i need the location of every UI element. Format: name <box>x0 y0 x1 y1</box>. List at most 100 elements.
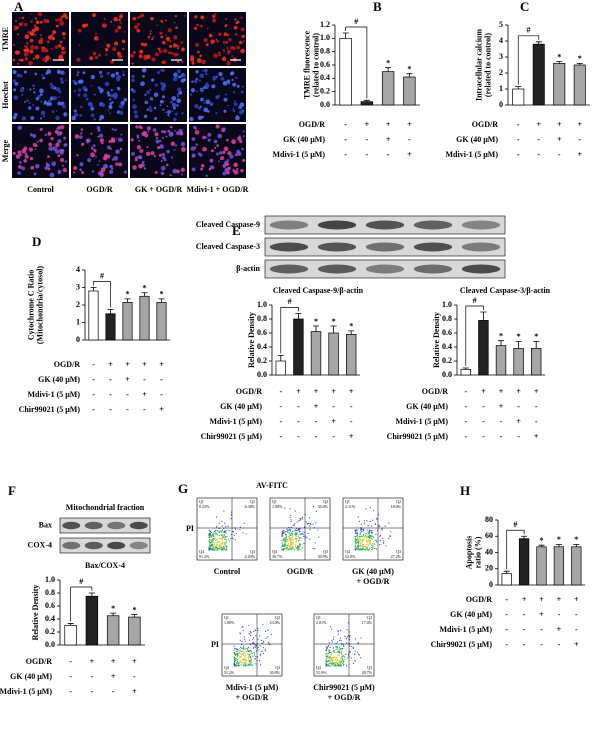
cell <box>195 42 200 47</box>
event <box>344 658 346 660</box>
cell <box>85 97 89 101</box>
cell <box>117 87 121 91</box>
cell <box>13 97 16 99</box>
event <box>262 652 265 654</box>
event <box>218 522 220 524</box>
event <box>293 523 296 525</box>
event <box>298 547 300 549</box>
cell <box>178 90 183 95</box>
cell <box>123 97 128 102</box>
event <box>369 541 371 543</box>
cell <box>34 148 37 150</box>
cell <box>32 104 35 106</box>
bar <box>512 88 525 106</box>
event <box>329 663 331 665</box>
error-bar <box>90 287 97 291</box>
cell <box>105 47 109 52</box>
y-tick-label: 0.6 <box>257 328 267 337</box>
panel-letter: E <box>232 223 241 238</box>
event <box>329 625 331 628</box>
event <box>212 532 215 534</box>
event <box>369 539 372 542</box>
cell <box>57 139 62 144</box>
cell <box>162 108 165 111</box>
bar <box>128 616 141 646</box>
cell <box>60 125 65 130</box>
event <box>296 521 298 523</box>
cell <box>13 25 16 28</box>
event <box>287 549 290 551</box>
cell <box>97 135 100 138</box>
event <box>245 662 247 664</box>
event <box>247 647 250 649</box>
condition-mark: + <box>407 120 412 129</box>
cell <box>201 69 204 72</box>
cell <box>132 16 137 21</box>
event <box>355 535 357 538</box>
event <box>289 534 291 536</box>
y-tick-label: 0.0 <box>45 640 55 649</box>
event <box>356 532 359 534</box>
cell <box>138 54 143 59</box>
cell <box>231 78 234 81</box>
cell <box>39 93 43 96</box>
significance-mark: * <box>126 290 130 299</box>
cell <box>74 112 79 118</box>
condition-label: OGD/R <box>299 120 325 129</box>
cell <box>226 47 229 49</box>
cell <box>28 106 32 110</box>
cell <box>166 149 170 154</box>
condition-mark: - <box>297 417 300 426</box>
cell <box>118 162 123 167</box>
event <box>297 545 299 547</box>
significance-mark: # <box>100 271 104 280</box>
cell <box>47 167 51 171</box>
condition-mark: - <box>92 360 95 369</box>
cell <box>80 132 83 135</box>
quadrant-name: Q1 <box>316 615 321 620</box>
cell <box>43 100 48 104</box>
cell <box>109 169 114 174</box>
event <box>259 654 261 656</box>
event <box>233 652 236 655</box>
cell <box>237 151 242 156</box>
event <box>370 536 372 538</box>
event <box>208 530 210 532</box>
error-bar <box>521 535 528 539</box>
plot-label: GK (40 μM) <box>352 567 394 576</box>
column-label: Control <box>27 185 54 194</box>
condition-mark: + <box>534 387 539 396</box>
event <box>236 661 239 663</box>
cell <box>123 170 127 174</box>
event <box>225 546 227 548</box>
event <box>365 540 368 542</box>
condition-mark: - <box>109 405 112 414</box>
event <box>363 528 365 530</box>
quadrant-value: 1.80% <box>224 620 235 625</box>
cell <box>107 93 111 97</box>
cell <box>77 71 80 74</box>
cell <box>35 20 40 25</box>
event <box>339 665 341 667</box>
event <box>363 548 365 551</box>
cell <box>140 126 143 130</box>
event <box>245 650 247 652</box>
event <box>299 529 301 531</box>
cell <box>145 151 151 156</box>
cell <box>193 79 198 84</box>
cell <box>241 85 245 88</box>
cell <box>110 73 116 78</box>
event <box>235 659 237 661</box>
blot-band <box>461 242 501 252</box>
condition-mark: - <box>143 405 146 414</box>
event <box>295 539 297 541</box>
column-label: GK + OGD/R <box>135 185 182 194</box>
event <box>290 541 292 543</box>
cell <box>235 115 240 121</box>
event <box>247 657 250 659</box>
condition-mark: + <box>516 387 521 396</box>
cell <box>233 100 236 103</box>
y-tick-label: 0.2 <box>320 86 330 95</box>
condition-mark: - <box>160 390 163 399</box>
cell <box>106 91 110 95</box>
